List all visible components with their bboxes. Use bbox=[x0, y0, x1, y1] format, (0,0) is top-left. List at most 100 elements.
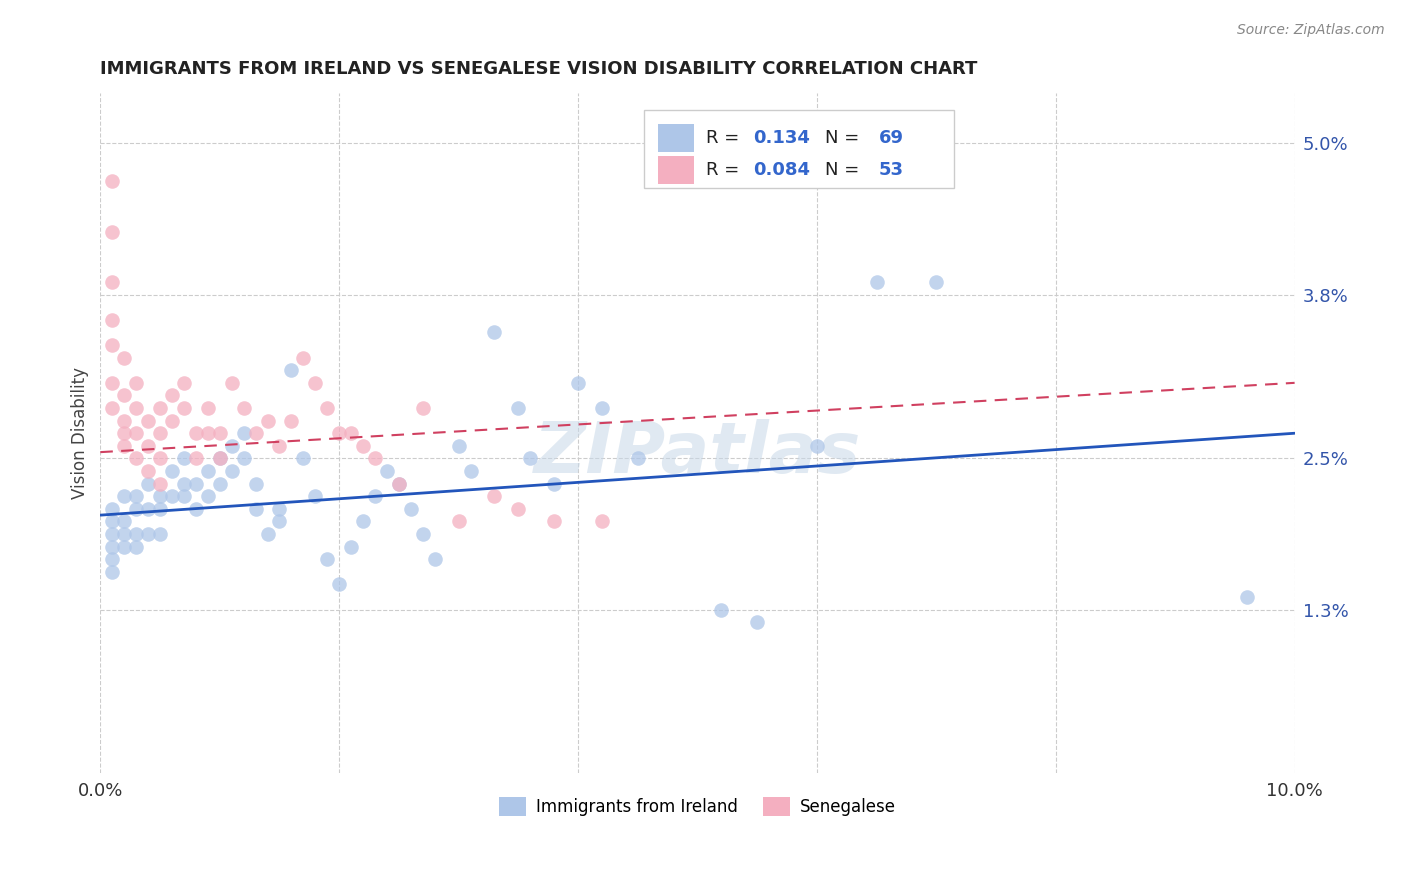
Point bbox=[160, 414, 183, 428]
Point bbox=[662, 149, 685, 163]
Point bbox=[184, 451, 207, 466]
Point bbox=[388, 476, 411, 491]
Point bbox=[423, 552, 446, 566]
Point bbox=[173, 489, 195, 503]
Point bbox=[197, 489, 219, 503]
Point bbox=[412, 527, 434, 541]
Point bbox=[447, 439, 470, 453]
Text: IMMIGRANTS FROM IRELAND VS SENEGALESE VISION DISABILITY CORRELATION CHART: IMMIGRANTS FROM IRELAND VS SENEGALESE VI… bbox=[100, 60, 977, 78]
Point bbox=[1236, 590, 1258, 604]
Point bbox=[292, 451, 315, 466]
Point bbox=[460, 464, 482, 478]
Point bbox=[627, 451, 650, 466]
Point bbox=[567, 376, 589, 390]
Point bbox=[112, 388, 135, 402]
FancyBboxPatch shape bbox=[658, 155, 695, 185]
Point bbox=[160, 388, 183, 402]
Text: Source: ZipAtlas.com: Source: ZipAtlas.com bbox=[1237, 23, 1385, 37]
Point bbox=[149, 451, 172, 466]
Point bbox=[747, 615, 769, 630]
Point bbox=[184, 501, 207, 516]
Point bbox=[304, 376, 326, 390]
Point bbox=[269, 439, 291, 453]
Point bbox=[340, 540, 363, 554]
Point bbox=[280, 414, 302, 428]
Point bbox=[149, 426, 172, 441]
Text: R =: R = bbox=[706, 161, 745, 179]
Point bbox=[173, 376, 195, 390]
Point bbox=[160, 489, 183, 503]
Point bbox=[101, 174, 124, 188]
Text: 53: 53 bbox=[879, 161, 904, 179]
Point bbox=[508, 401, 530, 415]
Point bbox=[125, 451, 148, 466]
Point bbox=[149, 489, 172, 503]
Point bbox=[221, 439, 243, 453]
Point bbox=[149, 527, 172, 541]
Point bbox=[245, 426, 267, 441]
Point bbox=[352, 515, 374, 529]
Point bbox=[125, 489, 148, 503]
Point bbox=[112, 540, 135, 554]
Point bbox=[591, 515, 613, 529]
Point bbox=[101, 401, 124, 415]
Point bbox=[149, 501, 172, 516]
Point bbox=[447, 515, 470, 529]
Text: N =: N = bbox=[825, 129, 865, 147]
Point bbox=[101, 338, 124, 352]
Point bbox=[543, 476, 565, 491]
Point bbox=[208, 426, 231, 441]
Point bbox=[112, 426, 135, 441]
Point bbox=[101, 225, 124, 239]
Point bbox=[197, 426, 219, 441]
Text: 69: 69 bbox=[879, 129, 904, 147]
Point bbox=[136, 464, 159, 478]
Point bbox=[269, 515, 291, 529]
Point bbox=[256, 527, 278, 541]
Point bbox=[364, 489, 387, 503]
Point bbox=[232, 401, 254, 415]
Point bbox=[221, 376, 243, 390]
Point bbox=[269, 501, 291, 516]
Point bbox=[208, 476, 231, 491]
Point bbox=[184, 476, 207, 491]
Point bbox=[292, 351, 315, 365]
Point bbox=[125, 527, 148, 541]
Point bbox=[112, 515, 135, 529]
Point bbox=[484, 326, 506, 340]
Point bbox=[101, 565, 124, 579]
Point bbox=[232, 426, 254, 441]
Point bbox=[101, 376, 124, 390]
Point bbox=[112, 439, 135, 453]
Point bbox=[184, 426, 207, 441]
Point bbox=[101, 275, 124, 289]
Point bbox=[136, 527, 159, 541]
Y-axis label: Vision Disability: Vision Disability bbox=[72, 368, 89, 500]
Point bbox=[125, 376, 148, 390]
Point bbox=[101, 313, 124, 327]
Point bbox=[149, 401, 172, 415]
Point bbox=[304, 489, 326, 503]
Point bbox=[375, 464, 398, 478]
Legend: Immigrants from Ireland, Senegalese: Immigrants from Ireland, Senegalese bbox=[492, 790, 903, 823]
Point bbox=[543, 515, 565, 529]
Point bbox=[245, 501, 267, 516]
Point bbox=[340, 426, 363, 441]
Point bbox=[925, 275, 948, 289]
Point bbox=[173, 451, 195, 466]
Text: N =: N = bbox=[825, 161, 865, 179]
Point bbox=[256, 414, 278, 428]
Point bbox=[112, 414, 135, 428]
Point bbox=[280, 363, 302, 377]
Point bbox=[125, 540, 148, 554]
Point bbox=[112, 351, 135, 365]
Point bbox=[328, 577, 350, 591]
Point bbox=[806, 439, 828, 453]
Point bbox=[136, 501, 159, 516]
Point bbox=[245, 476, 267, 491]
Point bbox=[173, 401, 195, 415]
Point bbox=[125, 426, 148, 441]
Point bbox=[316, 401, 339, 415]
Text: ZIPatlas: ZIPatlas bbox=[534, 419, 860, 488]
Point bbox=[591, 401, 613, 415]
